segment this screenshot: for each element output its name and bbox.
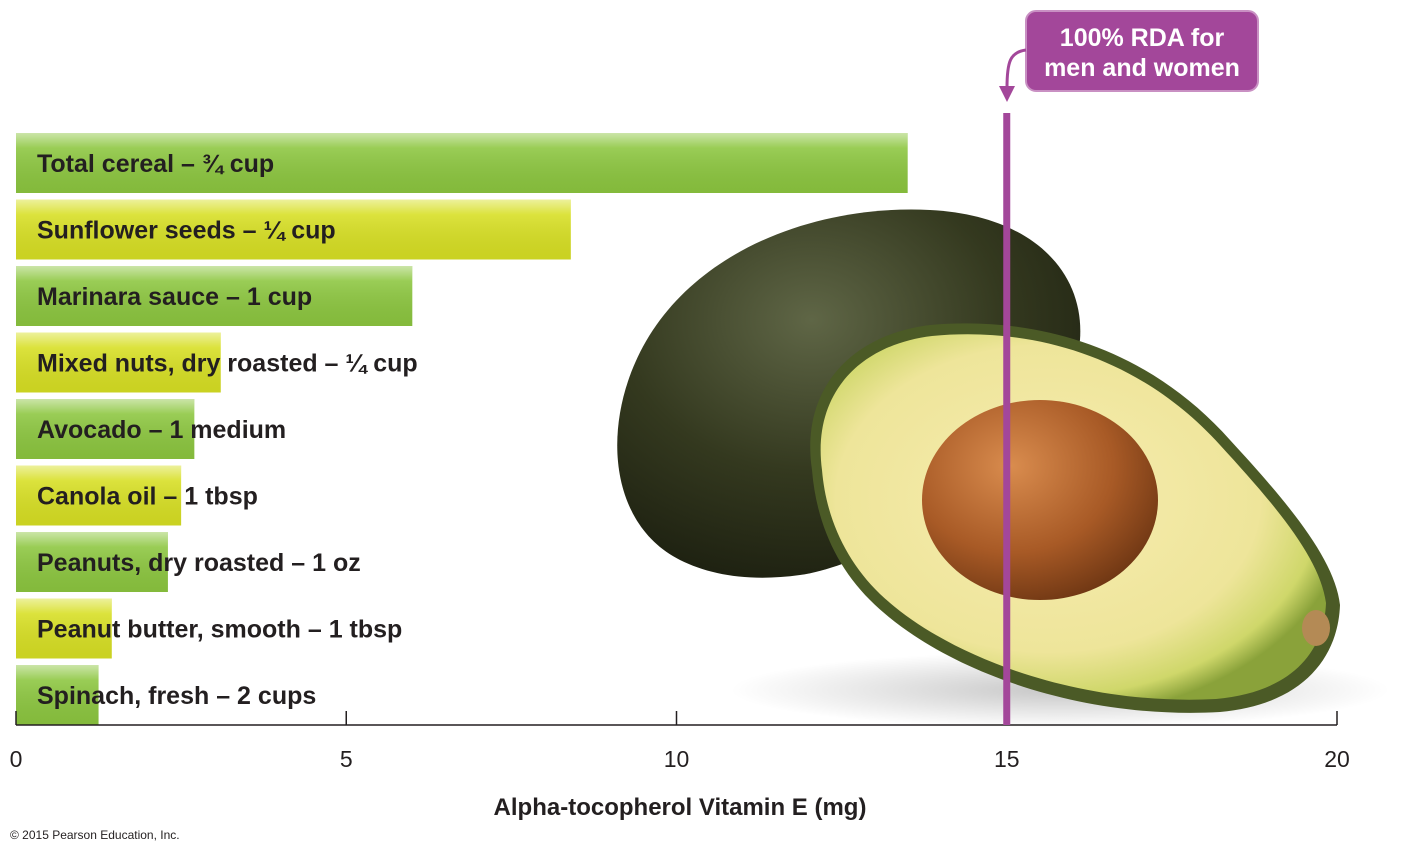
x-axis-title: Alpha-tocopherol Vitamin E (mg) (494, 794, 867, 821)
bar-label: Peanut butter, smooth – 1 tbsp (37, 616, 402, 644)
x-axis-ticks: 0 5 10 15 20 (10, 711, 1350, 772)
bar-group (16, 133, 908, 725)
bar-highlight (16, 532, 168, 592)
bar-label: Avocado – 1 medium (37, 416, 286, 444)
bar-label: Mixed nuts, dry roasted – ¼ cup (37, 350, 418, 378)
bar-label: Sunflower seeds – ¼ cup (37, 217, 336, 245)
x-tick-label: 15 (994, 746, 1020, 772)
avocado-illustration (617, 209, 1390, 728)
x-tick-label: 5 (340, 746, 353, 772)
copyright-credit: © 2015 Pearson Education, Inc. (10, 828, 180, 842)
bar-label: Canola oil – 1 tbsp (37, 483, 258, 511)
avocado-stem-end (1302, 610, 1330, 646)
bar-label: Spinach, fresh – 2 cups (37, 682, 316, 710)
avocado-pit (922, 400, 1158, 600)
bar-highlight (16, 133, 908, 193)
rda-callout: 100% RDA for men and women (999, 10, 1259, 102)
bar-highlight (16, 598, 112, 659)
x-tick-label: 0 (10, 746, 23, 772)
rda-callout-line-2: men and women (1044, 54, 1240, 82)
bar-highlight (16, 199, 571, 260)
bar-highlight (16, 266, 413, 326)
bar-label: Marinara sauce – 1 cup (37, 283, 312, 311)
bar-highlight (16, 399, 195, 459)
bar-label: Total cereal – ¾ cup (37, 150, 274, 178)
bar-highlight (16, 332, 221, 393)
bar-highlight (16, 665, 99, 725)
x-tick-label: 10 (664, 746, 690, 772)
x-tick-label: 20 (1324, 746, 1350, 772)
bar-highlight (16, 465, 182, 526)
rda-callout-line-1: 100% RDA for (1060, 24, 1225, 52)
rda-callout-arrowhead (999, 86, 1015, 102)
rda-callout-arrow (1005, 48, 1027, 89)
bar-label-group: Total cereal – ¾ cup Sunflower seeds – ¼ … (37, 150, 418, 710)
bar-label: Peanuts, dry roasted – 1 oz (37, 549, 361, 577)
